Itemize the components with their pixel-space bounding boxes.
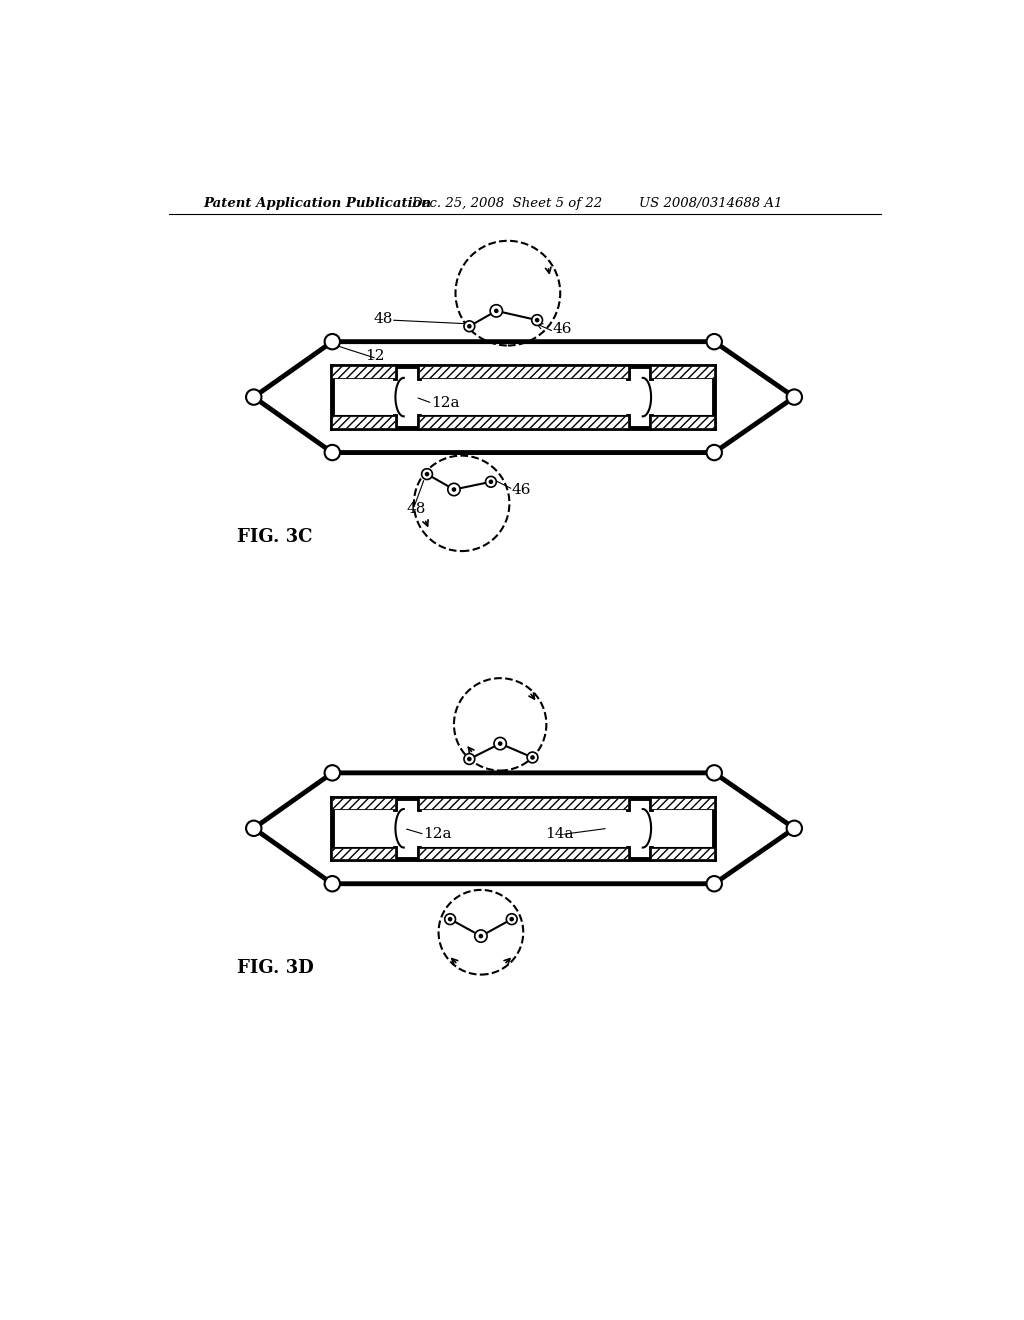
Circle shape: [425, 471, 429, 477]
Circle shape: [786, 821, 802, 836]
Circle shape: [478, 933, 483, 939]
Circle shape: [447, 483, 460, 495]
Circle shape: [531, 314, 543, 326]
Circle shape: [444, 913, 456, 924]
Circle shape: [707, 334, 722, 350]
Bar: [333, 367, 395, 378]
Text: FIG. 3C: FIG. 3C: [237, 528, 312, 546]
Circle shape: [506, 913, 517, 924]
Circle shape: [707, 766, 722, 780]
Text: 46: 46: [512, 483, 531, 496]
Text: 12a: 12a: [423, 828, 452, 841]
Text: Patent Application Publication: Patent Application Publication: [204, 197, 432, 210]
Text: 12: 12: [366, 350, 385, 363]
Bar: [333, 416, 395, 428]
Text: 14a: 14a: [545, 828, 573, 841]
Circle shape: [485, 477, 497, 487]
Text: 46: 46: [553, 322, 572, 337]
Circle shape: [325, 876, 340, 891]
Text: FIG. 3D: FIG. 3D: [237, 960, 313, 977]
Circle shape: [325, 445, 340, 461]
Text: 12a: 12a: [431, 396, 460, 411]
Circle shape: [422, 469, 432, 479]
Text: US 2008/0314688 A1: US 2008/0314688 A1: [639, 197, 782, 210]
Bar: [651, 847, 714, 859]
Circle shape: [488, 479, 494, 484]
Circle shape: [246, 389, 261, 405]
Circle shape: [447, 917, 453, 921]
Bar: [651, 367, 714, 378]
Circle shape: [786, 389, 802, 405]
Text: 48: 48: [373, 312, 392, 326]
Text: Dec. 25, 2008  Sheet 5 of 22: Dec. 25, 2008 Sheet 5 of 22: [412, 197, 603, 210]
Circle shape: [452, 487, 457, 492]
Circle shape: [498, 742, 503, 746]
Circle shape: [467, 323, 472, 329]
Circle shape: [707, 445, 722, 461]
Circle shape: [246, 821, 261, 836]
Bar: [651, 416, 714, 428]
Circle shape: [325, 766, 340, 780]
Text: 48: 48: [407, 502, 426, 516]
Bar: [419, 797, 628, 809]
Bar: [651, 797, 714, 809]
Circle shape: [475, 929, 487, 942]
Circle shape: [467, 756, 472, 762]
Bar: [419, 367, 628, 378]
Circle shape: [530, 755, 535, 760]
Bar: [419, 416, 628, 428]
Bar: [333, 797, 395, 809]
Circle shape: [490, 305, 503, 317]
Bar: [333, 847, 395, 859]
Circle shape: [325, 334, 340, 350]
Circle shape: [494, 738, 506, 750]
Circle shape: [509, 917, 514, 921]
Circle shape: [535, 318, 540, 322]
Circle shape: [464, 754, 475, 764]
Circle shape: [707, 876, 722, 891]
Bar: [419, 847, 628, 859]
Circle shape: [494, 309, 499, 313]
Circle shape: [527, 752, 538, 763]
Circle shape: [464, 321, 475, 331]
